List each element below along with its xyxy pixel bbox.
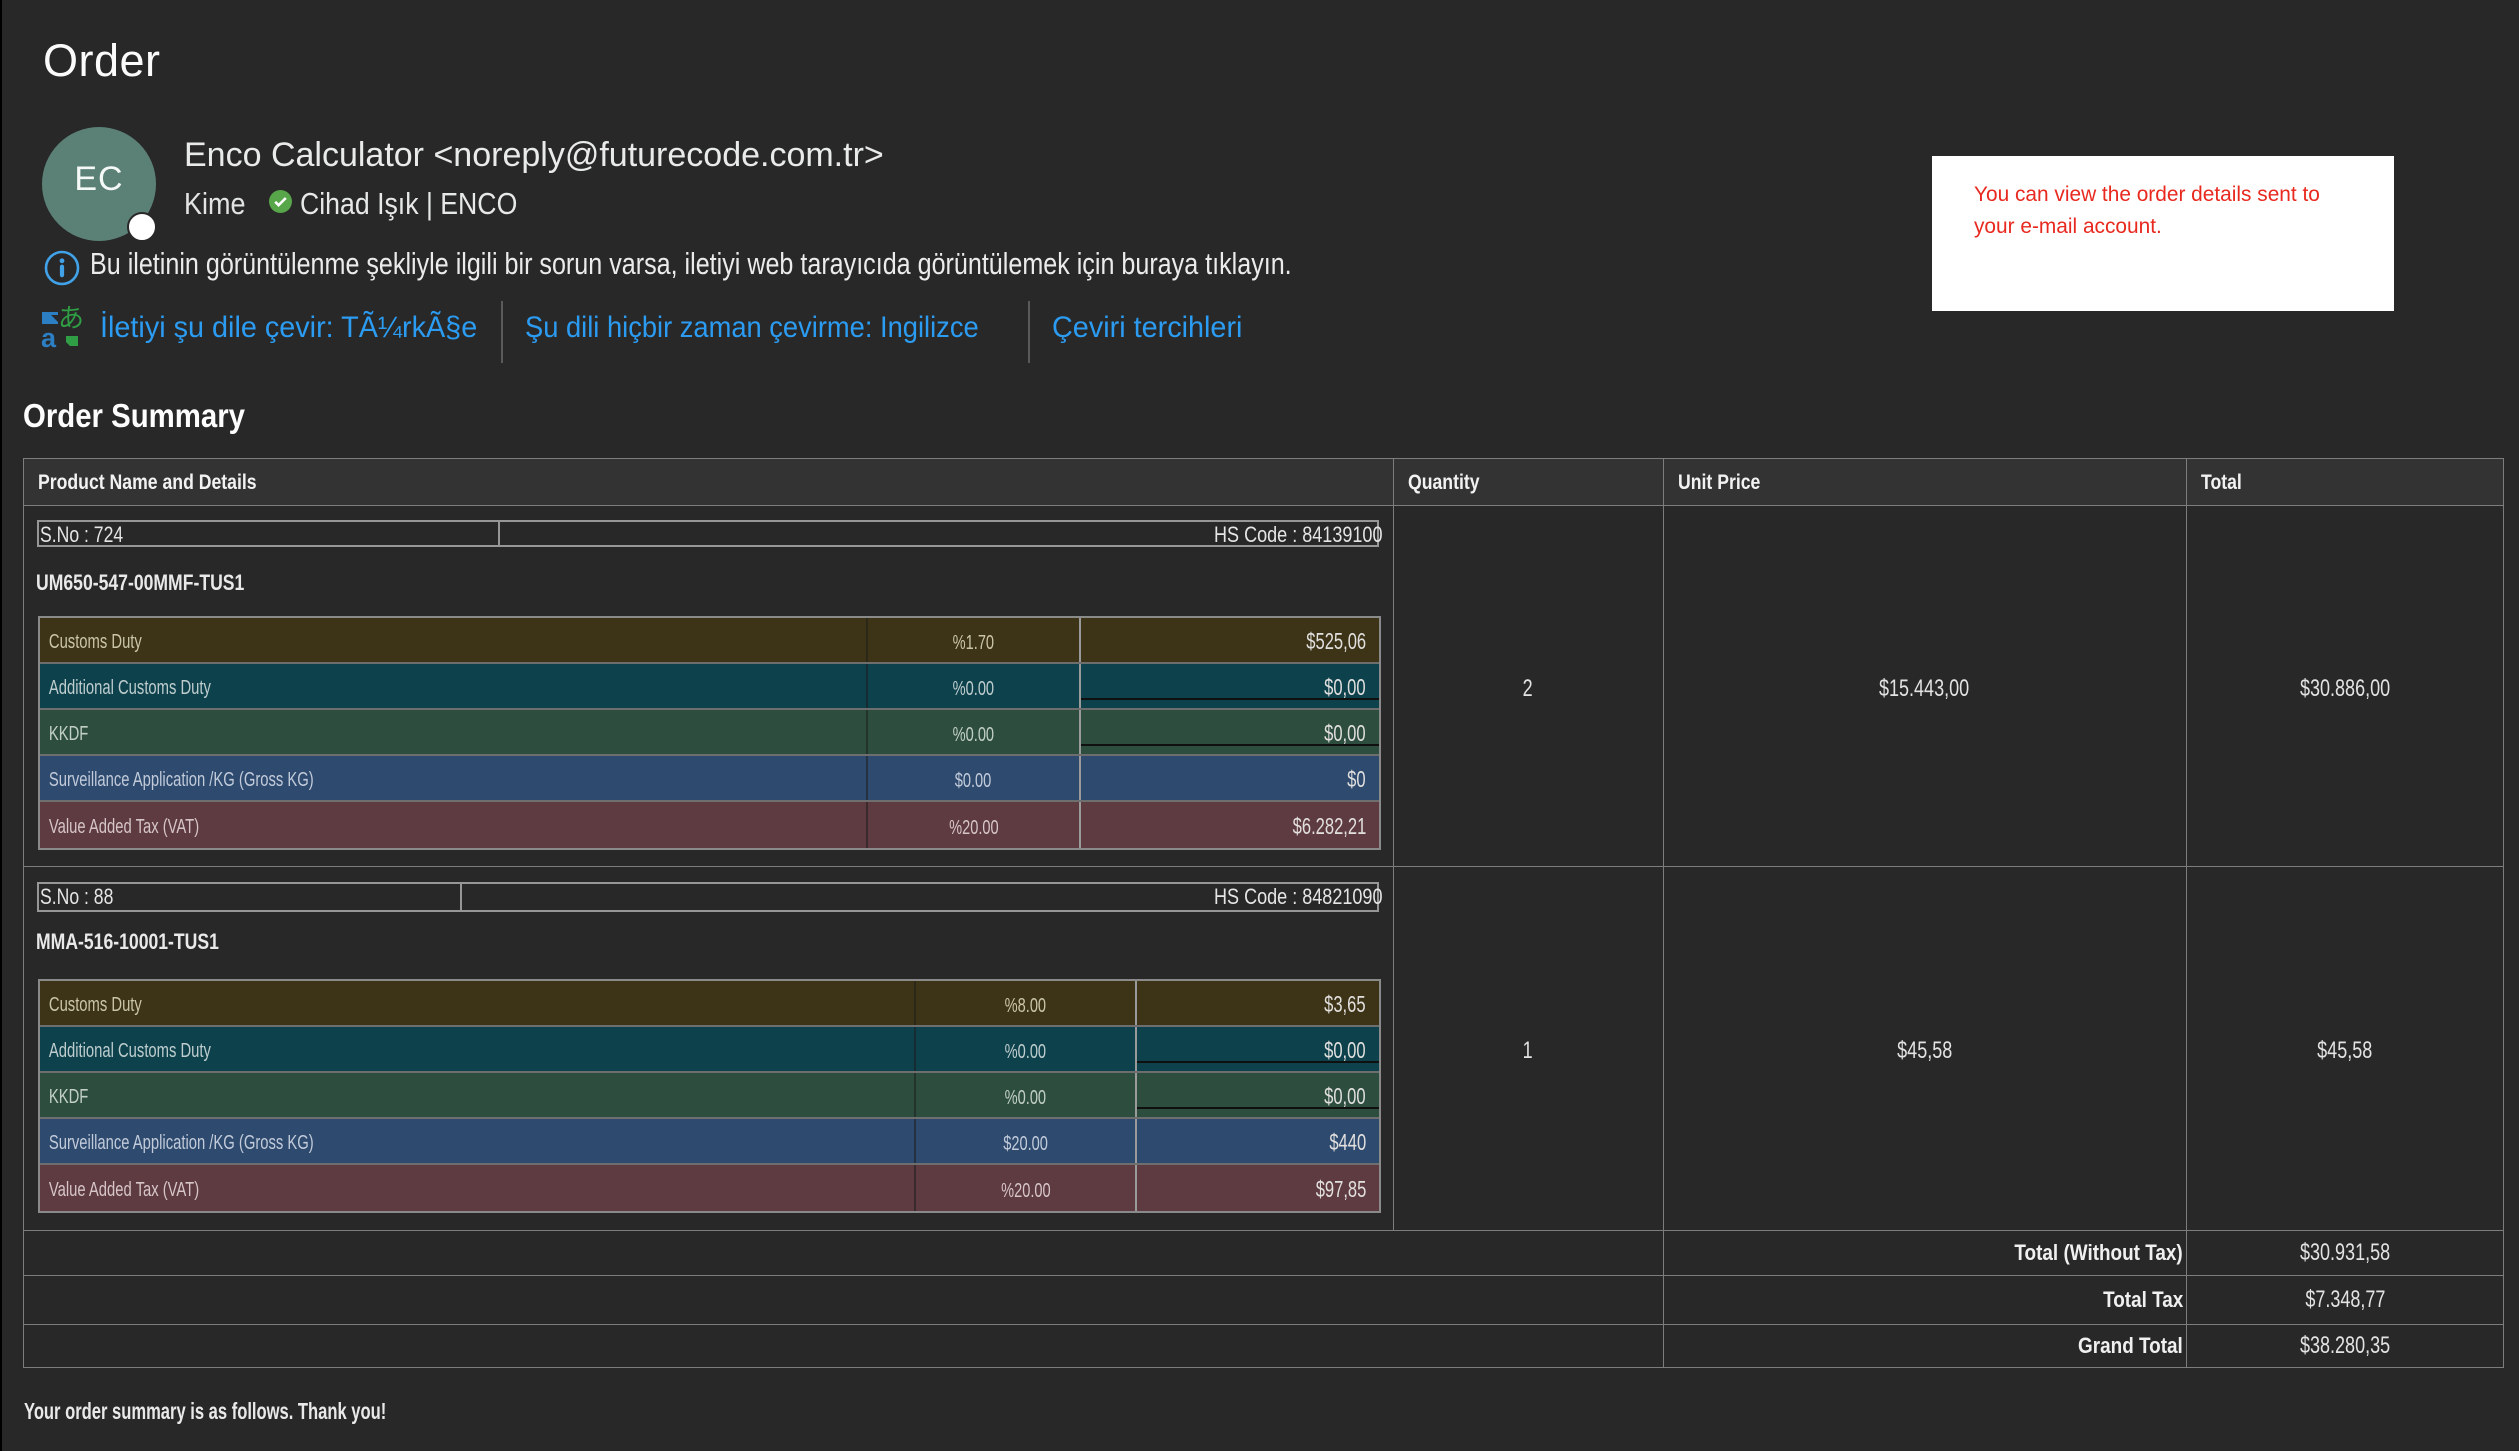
svg-text:あ: あ: [58, 304, 84, 333]
svg-text:a: a: [41, 323, 57, 350]
